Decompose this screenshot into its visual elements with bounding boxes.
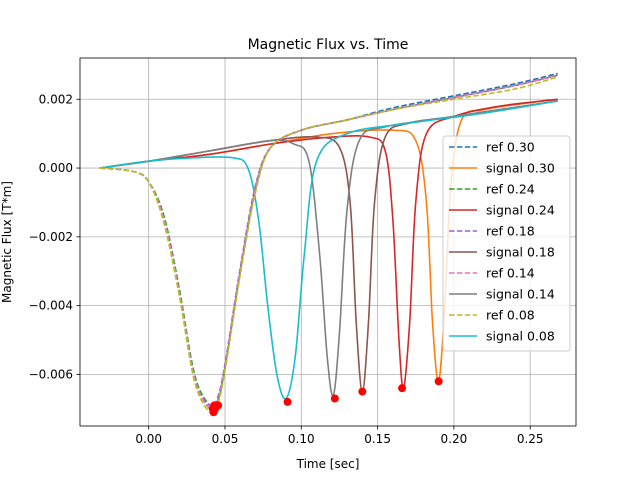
x-tick-label: 0.20 [441,432,468,446]
legend-label: ref 0.24 [486,182,535,197]
x-tick-label: 0.05 [212,432,239,446]
series-line-signal-0-24 [99,98,558,389]
minimum-markers [208,377,443,417]
legend-label: ref 0.08 [486,308,535,323]
series-line-ref-0-08 [99,76,558,415]
minimum-marker [209,408,218,417]
x-tick-label: 0.15 [364,432,391,446]
plot-frame [79,57,577,427]
series-line-signal-0-14 [99,100,558,397]
y-tick-label: −0.004 [29,299,73,313]
minimum-marker [398,384,407,393]
y-tick-label: −0.006 [29,367,73,381]
minimum-marker [214,401,223,410]
legend-label: ref 0.18 [486,224,535,239]
legend-label: signal 0.30 [486,161,555,176]
x-axis-label: Time [sec] [296,457,360,471]
series-line-signal-0-08 [99,100,558,400]
chart-title: Magnetic Flux vs. Time [248,37,409,53]
legend-label: signal 0.08 [486,329,555,344]
minimum-marker [283,397,292,406]
x-tick-label: 0.25 [517,432,544,446]
legend-label: ref 0.14 [486,266,535,281]
legend-label: ref 0.30 [486,140,535,155]
legend-label: signal 0.24 [486,203,555,218]
y-tick-label: 0.002 [39,92,73,106]
x-tick-label: 0.00 [135,432,162,446]
x-tick-label: 0.10 [288,432,315,446]
legend-label: signal 0.14 [486,287,555,302]
y-tick-label: −0.002 [29,230,73,244]
y-tick-label: 0.000 [39,161,73,175]
minimum-marker [358,387,367,396]
y-axis-label: Magnetic Flux [T*m] [0,181,14,303]
legend-label: signal 0.18 [486,245,555,260]
series-lines [99,72,558,415]
minimum-marker [330,394,339,403]
legend: ref 0.30 signal 0.30 ref 0.24 signal 0.24 re… [442,135,571,352]
minimum-marker [434,377,443,386]
axis-ticks: 0.00 0.05 0.10 0.15 0.20 0.25 −0.006 −0.004 −0.0… [29,92,544,446]
